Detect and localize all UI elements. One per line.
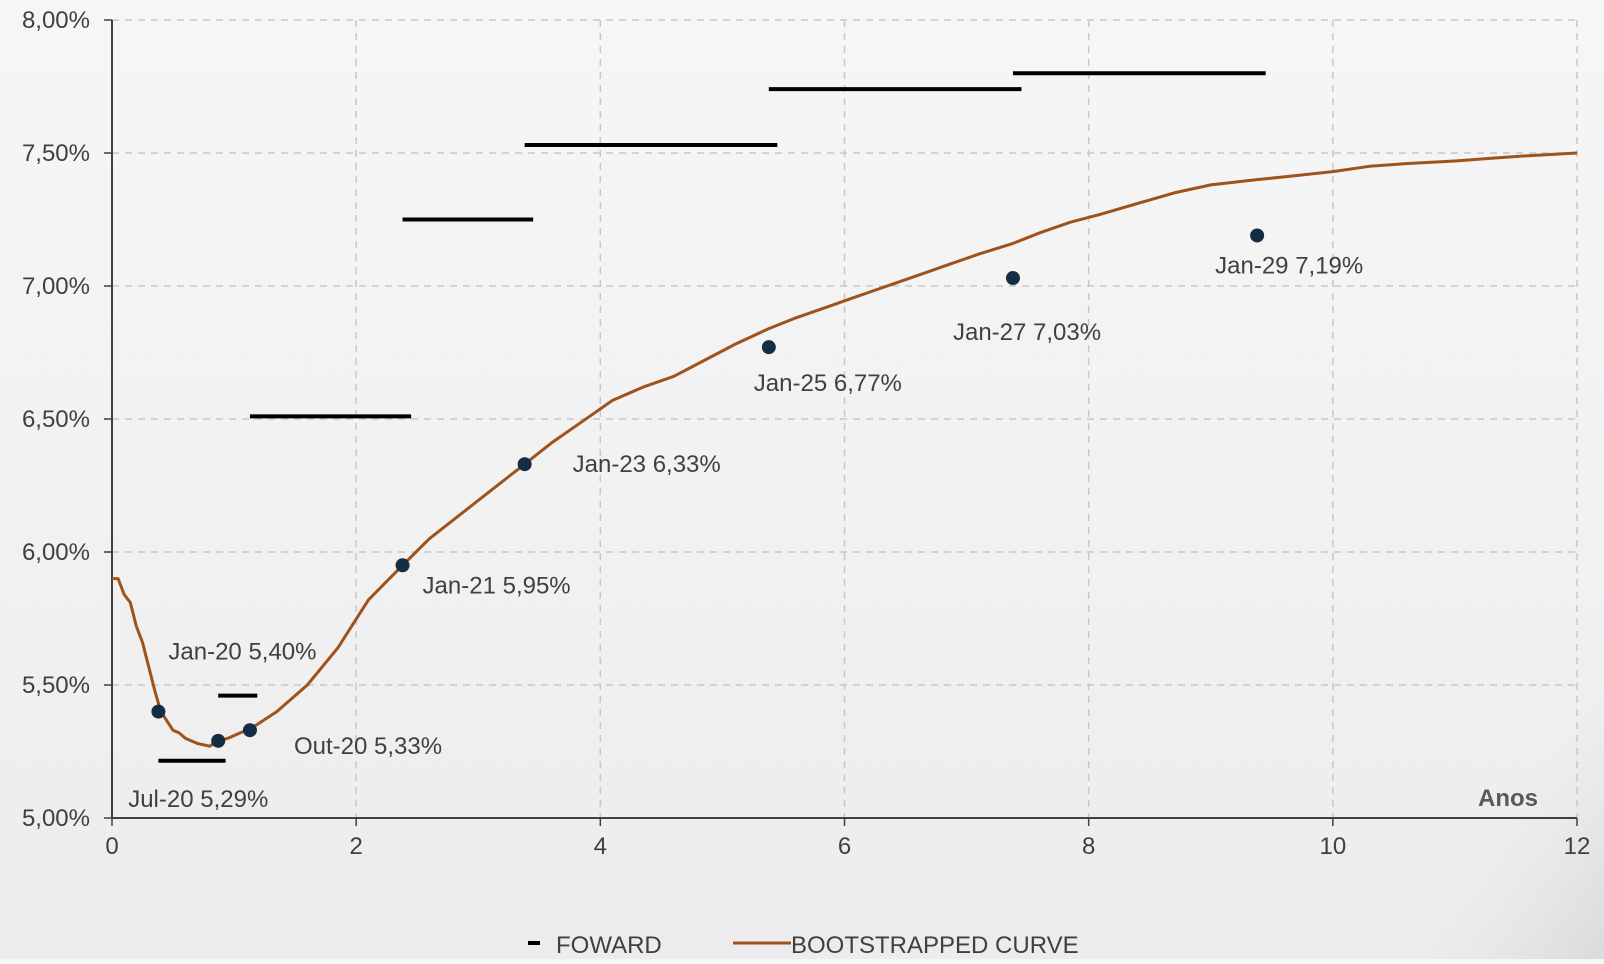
legend-forward-label: FOWARD xyxy=(556,932,662,959)
x-tick-label: 4 xyxy=(594,833,607,860)
data-point-label: Jan-27 7,03% xyxy=(953,319,1101,346)
points-series xyxy=(151,228,1265,748)
y-tick-label: 5,50% xyxy=(22,672,90,699)
data-point-marker xyxy=(242,723,257,738)
data-point-label: Jan-25 6,77% xyxy=(754,370,902,397)
x-tick-label: 6 xyxy=(838,833,851,860)
x-axis-title: Anos xyxy=(1478,785,1538,812)
data-point-label: Jan-23 6,33% xyxy=(573,451,721,478)
data-point-label: Out-20 5,33% xyxy=(294,733,442,760)
y-tick-label: 6,00% xyxy=(22,539,90,566)
legend: FOWARD BOOTSTRAPPED CURVE xyxy=(528,932,1079,959)
data-point-label: Jul-20 5,29% xyxy=(128,786,268,813)
x-tick-label: 10 xyxy=(1319,833,1346,860)
bootstrapped-curve-line xyxy=(112,151,1578,748)
bootstrapped-curve-series xyxy=(112,151,1578,748)
grid-layer xyxy=(112,19,1578,818)
data-labels: Jan-20 5,40% Jul-20 5,29% Out-20 5,33% Jan-… xyxy=(128,252,1363,812)
forward-series xyxy=(158,71,1266,763)
data-point-marker xyxy=(1005,271,1020,286)
legend-curve-label: BOOTSTRAPPED CURVE xyxy=(791,932,1079,959)
y-tick-label: 5,00% xyxy=(22,805,90,832)
x-tick-label: 8 xyxy=(1082,833,1095,860)
y-tick-label: 7,00% xyxy=(22,273,90,300)
data-point-label: Jan-20 5,40% xyxy=(168,639,316,666)
y-tick-label: 7,50% xyxy=(22,140,90,167)
x-tick-label: 2 xyxy=(349,833,362,860)
data-point-label: Jan-29 7,19% xyxy=(1215,252,1363,279)
data-point-marker xyxy=(1250,228,1265,243)
y-tick-label: 8,00% xyxy=(22,7,90,34)
x-tick-label: 12 xyxy=(1564,833,1591,860)
background-swoosh xyxy=(1420,690,1604,959)
axis-layer: 5,00% 5,50% 6,00% 6,50% 7,00% 7,50% 8,00% 0 2 4 6 8… xyxy=(22,7,1590,860)
data-point-marker xyxy=(761,340,776,355)
y-tick-label: 6,50% xyxy=(22,406,90,433)
data-point-marker xyxy=(395,558,410,573)
data-point-label: Jan-21 5,95% xyxy=(423,572,571,599)
data-point-marker xyxy=(151,704,166,719)
x-tick-label: 0 xyxy=(105,833,118,860)
data-point-marker xyxy=(517,457,532,472)
data-point-marker xyxy=(211,733,226,748)
